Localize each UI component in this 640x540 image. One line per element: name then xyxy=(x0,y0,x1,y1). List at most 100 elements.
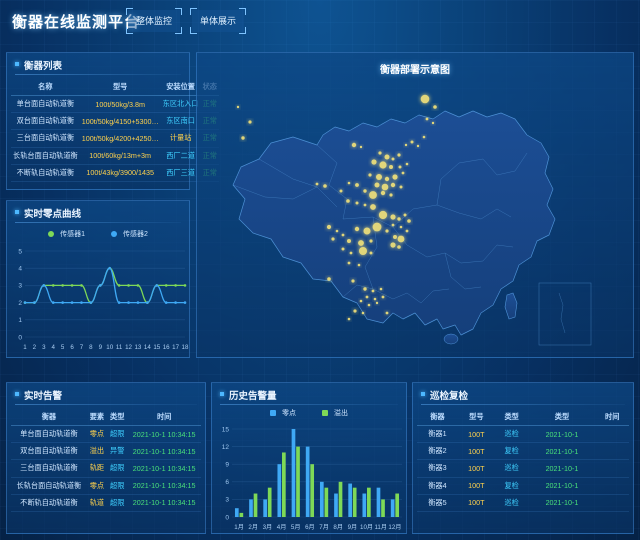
table-row[interactable]: 衡器2 100T 复检 2021-10-1 xyxy=(417,442,629,461)
svg-text:8: 8 xyxy=(89,344,93,351)
cell-time: 2021-10-1 10:34:15 xyxy=(127,494,201,512)
table-row[interactable]: 衡器3 100T 巡检 2021-10-1 xyxy=(417,459,629,478)
legend-item-sensor1[interactable]: 传感器1 xyxy=(48,229,85,239)
col-name: 名称 xyxy=(11,79,80,96)
equipment-list-title: 衡器列表 xyxy=(15,58,62,72)
svg-text:18: 18 xyxy=(182,344,189,351)
bar-chart-legend: 零点 溢出 xyxy=(212,408,406,418)
divider xyxy=(220,404,398,405)
table-row[interactable]: 不断轨自动轨道衡 轨道 超限 2021-10-1 10:34:15 xyxy=(11,494,201,512)
col-location: 安装位置 xyxy=(160,79,201,96)
cell-type-1: 巡检 xyxy=(494,494,529,512)
cell-location: 西厂二道 xyxy=(160,147,201,165)
svg-text:6: 6 xyxy=(225,479,229,486)
legend-item-sensor2[interactable]: 传感器2 xyxy=(111,229,148,239)
table-row[interactable]: 双台面自动轨道衡 100t/50kg/4150+5300… 东区南口 正常 xyxy=(11,112,219,131)
col-device: 衡器 xyxy=(11,409,87,426)
svg-text:1: 1 xyxy=(23,344,27,351)
svg-text:6月: 6月 xyxy=(305,524,315,531)
cell-type: 超限 xyxy=(107,477,128,495)
legend-swatch xyxy=(270,410,277,417)
svg-text:11: 11 xyxy=(116,344,123,351)
cell-model: 100T xyxy=(457,494,495,512)
divider xyxy=(421,404,625,405)
cell-model: 100T xyxy=(457,459,495,478)
cell-device: 衡器4 xyxy=(417,477,458,495)
col-model: 型号 xyxy=(457,409,495,426)
table-row[interactable]: 三台面自动轨道衡 轨距 超限 2021-10-1 10:34:15 xyxy=(11,459,201,478)
svg-text:12: 12 xyxy=(222,444,230,451)
cell-device: 衡器3 xyxy=(417,459,458,478)
history-alarm-panel: 历史告警量 零点 溢出 0 3 6 9 12 15 1月 2月 3月 4月 5月 6月 7月 8月 9月 10… xyxy=(211,382,407,534)
cell-name: 三台面自动轨道衡 xyxy=(11,129,80,148)
table-row[interactable]: 衡器4 100T 复检 2021-10-1 xyxy=(417,477,629,495)
cell-device: 双台面自动轨道衡 xyxy=(11,442,87,461)
legend-item-zero[interactable]: 零点 xyxy=(270,408,296,418)
cell-device: 衡器2 xyxy=(417,442,458,461)
svg-text:3: 3 xyxy=(225,497,229,504)
cell-type: 超限 xyxy=(107,459,128,478)
cell-time: 2021-10-1 10:34:15 xyxy=(127,477,201,495)
svg-text:13: 13 xyxy=(134,344,141,351)
divider xyxy=(15,74,181,75)
cell-time: 2021-10-1 10:34:15 xyxy=(127,425,201,444)
svg-text:2: 2 xyxy=(33,344,37,351)
inspection-panel: 巡检复检 衡器 型号 类型 类型 时间 衡器1 100T 巡检 2021-10-… xyxy=(412,382,634,534)
cell-type-1: 复检 xyxy=(494,477,529,495)
svg-text:14: 14 xyxy=(144,344,151,351)
svg-text:11月: 11月 xyxy=(374,524,387,531)
cell-type-2: 2021-10-1 xyxy=(528,477,596,495)
equipment-table: 名称 型号 安装位置 状态 单台面自动轨道衡 100t/50kg/3.8m 东区… xyxy=(11,79,219,182)
svg-text:2月: 2月 xyxy=(248,524,258,531)
cell-name: 单台面自动轨道衡 xyxy=(11,95,80,114)
tab-single-display[interactable]: 单体展示 xyxy=(190,8,246,34)
table-row[interactable]: 双台面自动轨道衡 溢出 异警 2021-10-1 10:34:15 xyxy=(11,442,201,461)
legend-item-overflow[interactable]: 溢出 xyxy=(322,408,348,418)
cell-model: 100t/50kg/4150+5300… xyxy=(79,112,161,131)
col-time: 时间 xyxy=(595,409,629,426)
svg-text:9: 9 xyxy=(225,462,229,469)
svg-text:10: 10 xyxy=(106,344,113,351)
cell-time xyxy=(595,425,629,444)
table-row[interactable]: 单台面自动轨道衡 零点 超限 2021-10-1 10:34:15 xyxy=(11,425,201,444)
cell-type: 超限 xyxy=(107,494,128,512)
table-row[interactable]: 衡器1 100T 巡检 2021-10-1 xyxy=(417,425,629,444)
cell-type-1: 巡检 xyxy=(494,425,529,444)
cell-element: 零点 xyxy=(86,477,108,495)
cell-model: 100t/43kg/3900/1435 xyxy=(79,164,161,182)
map-panel: 衡器部署示意图 xyxy=(196,52,634,358)
legend-label: 零点 xyxy=(282,410,296,417)
table-row[interactable]: 衡器5 100T 巡检 2021-10-1 xyxy=(417,494,629,512)
legend-swatch xyxy=(48,231,55,238)
legend-label: 溢出 xyxy=(333,410,348,417)
legend-swatch xyxy=(111,231,117,238)
table-row[interactable]: 长轨台面自动轨道衡 100t/60kg/13m+3m 西厂二道 正常 xyxy=(11,147,219,165)
svg-text:3月: 3月 xyxy=(263,524,273,531)
table-row[interactable]: 单台面自动轨道衡 100t/50kg/3.8m 东区北入口 正常 xyxy=(11,95,219,114)
tab-single-display-label: 单体展示 xyxy=(199,16,236,26)
china-deployment-map[interactable] xyxy=(197,67,633,357)
table-row[interactable]: 不断轨自动轨道衡 100t/43kg/3900/1435 西厂三道 正常 xyxy=(11,164,219,182)
zero-curve-panel: 实时零点曲线 传感器1 传感器2 0 1 2 3 4 5 1 2 3 4 5 6 7 8 9 10 11 12 13… xyxy=(6,200,190,358)
tab-overall-monitoring[interactable]: 整体监控 xyxy=(126,8,182,34)
table-row[interactable]: 长轨台面自动轨道衡 零点 超限 2021-10-1 10:34:15 xyxy=(11,477,201,495)
divider xyxy=(15,222,181,223)
cell-type-2: 2021-10-1 xyxy=(528,494,596,512)
cell-time xyxy=(595,477,629,495)
svg-text:4: 4 xyxy=(52,344,56,351)
cell-element: 溢出 xyxy=(86,442,108,461)
svg-text:6: 6 xyxy=(70,344,74,351)
cell-model: 100t/60kg/13m+3m xyxy=(79,147,161,165)
svg-text:5月: 5月 xyxy=(291,524,301,531)
table-row[interactable]: 三台面自动轨道衡 100t/50kg/4200+4250… 计量站 正常 xyxy=(11,129,219,148)
cell-element: 零点 xyxy=(86,425,108,444)
svg-text:15: 15 xyxy=(153,344,160,351)
divider xyxy=(15,404,197,405)
cell-time: 2021-10-1 10:34:15 xyxy=(127,442,201,461)
cell-device: 衡器1 xyxy=(417,425,458,444)
cell-device: 衡器5 xyxy=(417,494,458,512)
col-time: 时间 xyxy=(127,409,201,426)
svg-text:5: 5 xyxy=(61,344,65,351)
col-element: 要素 xyxy=(86,409,108,426)
